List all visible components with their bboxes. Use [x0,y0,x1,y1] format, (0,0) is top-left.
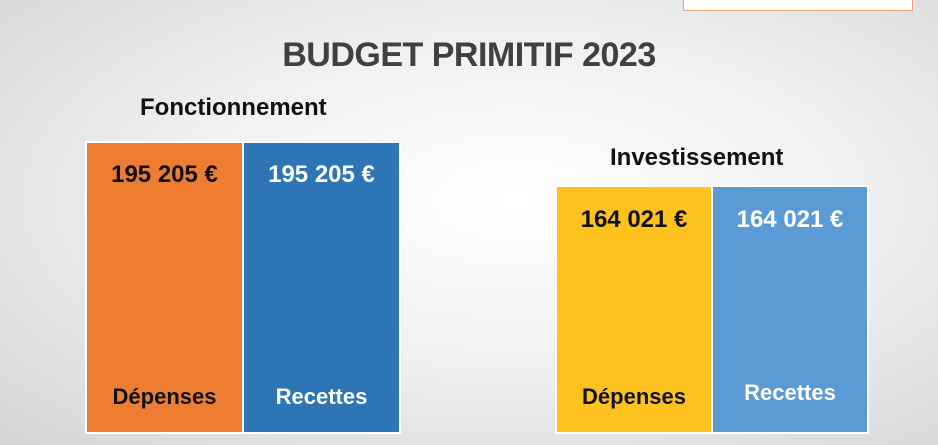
section-heading: Fonctionnement [140,94,327,121]
amount: 195 205 € [268,161,375,188]
amount: 164 021 € [580,206,688,233]
frame-box [683,0,913,11]
block-label: Recettes [744,380,836,405]
block-label: Recettes [275,384,368,409]
block-label: Dépenses [112,384,217,409]
block-label: Dépenses [582,384,686,409]
section-heading: Investissement [610,144,784,171]
title: BUDGET PRIMITIF 2023 [282,36,656,74]
amount: 195 205 € [111,161,218,188]
budget-block: 164 021 € Recettes [711,185,869,434]
budget-block: 195 205 € Dépenses [85,141,244,434]
amount: 164 021 € [736,206,844,233]
budget-block: 195 205 € Recettes [242,141,401,434]
budget-block: 164 021 € Dépenses [555,185,713,434]
